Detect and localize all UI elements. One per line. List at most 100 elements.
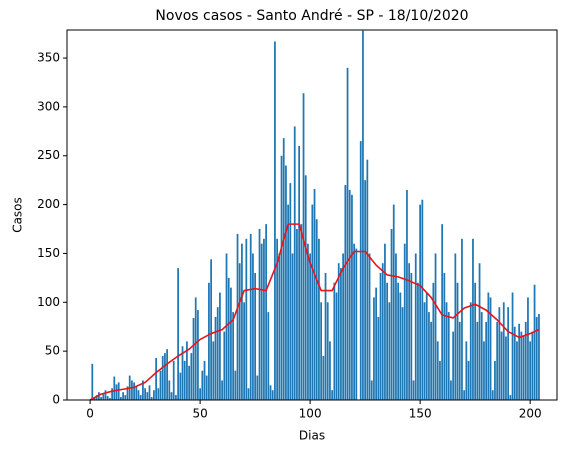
- bar: [289, 183, 292, 400]
- bar: [476, 321, 479, 400]
- bar: [241, 243, 243, 400]
- bar: [311, 204, 314, 400]
- bar: [428, 312, 430, 400]
- bar: [434, 253, 437, 400]
- bar: [307, 243, 309, 400]
- bar: [304, 175, 307, 400]
- bar: [296, 229, 298, 400]
- bar: [265, 224, 268, 400]
- bar: [329, 341, 331, 400]
- bar: [276, 238, 279, 400]
- bar: [447, 312, 450, 400]
- bar: [247, 388, 250, 400]
- bar: [419, 204, 422, 400]
- bar: [498, 307, 501, 400]
- bar: [135, 386, 138, 400]
- bar: [186, 341, 188, 400]
- bar: [172, 360, 175, 400]
- bar: [425, 292, 428, 400]
- bar: [278, 253, 281, 400]
- bar: [538, 314, 540, 400]
- bar: [93, 398, 96, 400]
- bar: [115, 384, 118, 400]
- bar: [194, 297, 197, 400]
- bar: [410, 272, 413, 400]
- bar: [513, 326, 516, 400]
- bar: [104, 390, 107, 400]
- bar: [478, 263, 481, 400]
- bar: [531, 331, 534, 400]
- bar: [375, 287, 378, 400]
- bar: [91, 363, 94, 400]
- bar: [201, 370, 204, 400]
- bar: [326, 302, 329, 400]
- bar: [370, 380, 373, 400]
- bar: [221, 380, 223, 400]
- bar: [219, 292, 221, 400]
- bar: [212, 341, 215, 400]
- bar: [192, 317, 195, 400]
- bar: [203, 360, 206, 400]
- y-tick-label: 350: [37, 51, 60, 65]
- bar: [500, 331, 503, 400]
- bar: [467, 360, 470, 400]
- bar: [190, 353, 193, 400]
- bar: [274, 41, 276, 400]
- bar: [384, 243, 386, 400]
- bar: [102, 394, 105, 400]
- bar: [456, 282, 459, 400]
- bar: [139, 395, 142, 400]
- bar: [252, 253, 254, 400]
- bar: [181, 346, 184, 400]
- bar: [318, 238, 320, 400]
- x-tick-label: 0: [86, 407, 94, 421]
- bar: [452, 331, 455, 400]
- bar: [291, 253, 294, 400]
- bar: [164, 353, 166, 400]
- bar: [366, 159, 369, 400]
- bar: [439, 360, 441, 400]
- bar: [392, 204, 395, 400]
- bar: [333, 282, 336, 400]
- bar: [436, 341, 439, 400]
- y-tick-label: 200: [37, 197, 60, 211]
- bar: [529, 341, 532, 400]
- bar: [258, 229, 261, 400]
- bar: [377, 316, 380, 400]
- bar: [423, 302, 426, 400]
- bar: [414, 253, 417, 400]
- bar: [159, 370, 162, 400]
- bar: [109, 398, 111, 400]
- bar: [243, 302, 246, 400]
- x-axis-label: Dias: [299, 429, 325, 443]
- bar: [397, 282, 400, 400]
- bar: [322, 356, 325, 400]
- trend-line: [89, 223, 540, 400]
- bar: [210, 259, 212, 400]
- bar: [489, 297, 492, 400]
- bar: [208, 282, 210, 400]
- plot-area: [89, 30, 540, 400]
- bar: [533, 284, 536, 400]
- bar: [302, 93, 305, 400]
- bar: [485, 321, 488, 400]
- bar: [126, 386, 129, 400]
- bar: [122, 392, 124, 400]
- bar: [408, 263, 411, 400]
- y-axis-label: Casos: [11, 197, 25, 233]
- axes-frame: [66, 29, 558, 401]
- bar: [232, 312, 235, 400]
- bar: [269, 385, 272, 400]
- bar: [117, 382, 120, 400]
- bar: [282, 138, 285, 400]
- bar: [340, 268, 342, 400]
- bar: [188, 365, 190, 400]
- bar: [113, 376, 116, 400]
- bar: [95, 395, 98, 400]
- bar: [364, 180, 367, 400]
- bar: [223, 331, 226, 400]
- bar: [465, 341, 468, 400]
- bar: [458, 321, 461, 400]
- bar: [271, 390, 274, 400]
- bar: [445, 302, 448, 400]
